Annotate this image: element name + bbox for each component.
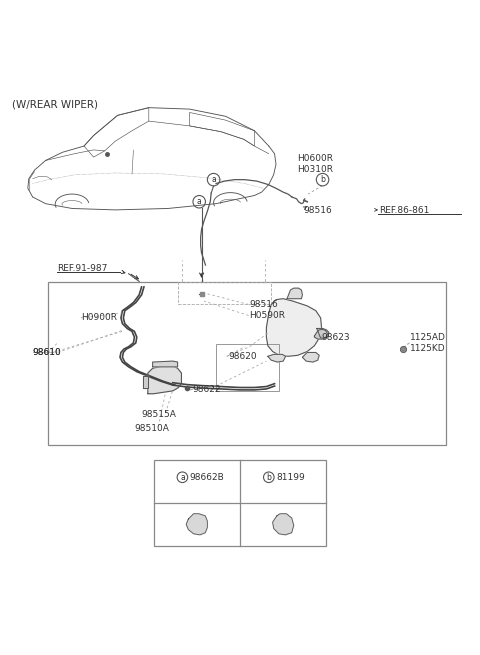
Polygon shape — [143, 375, 148, 388]
Text: 98515A: 98515A — [142, 411, 177, 419]
Text: H0600R
H0310R: H0600R H0310R — [297, 154, 333, 174]
Text: H0900R: H0900R — [82, 313, 118, 322]
Polygon shape — [314, 329, 327, 339]
Text: 98622: 98622 — [192, 385, 220, 394]
Text: 98623: 98623 — [322, 333, 350, 342]
Polygon shape — [268, 354, 286, 362]
Text: REF.91-987: REF.91-987 — [57, 265, 107, 273]
Text: REF.86-861: REF.86-861 — [379, 206, 430, 215]
Text: 98516: 98516 — [303, 206, 332, 215]
Text: 98510A: 98510A — [134, 424, 169, 433]
Text: a: a — [211, 175, 216, 184]
Polygon shape — [317, 328, 329, 338]
Text: 98662B: 98662B — [190, 473, 224, 482]
Text: 98620: 98620 — [228, 352, 257, 361]
Text: a: a — [197, 197, 202, 206]
Bar — [178, 282, 271, 305]
Text: 81199: 81199 — [276, 473, 305, 482]
Polygon shape — [302, 352, 319, 362]
Text: 98610: 98610 — [33, 348, 61, 357]
Bar — [48, 282, 446, 445]
Text: a: a — [180, 473, 185, 482]
Text: (W/REAR WIPER): (W/REAR WIPER) — [12, 100, 98, 109]
Text: b: b — [266, 473, 271, 482]
Polygon shape — [148, 366, 181, 394]
Polygon shape — [273, 514, 294, 535]
Polygon shape — [153, 361, 178, 367]
Bar — [154, 460, 326, 546]
Polygon shape — [287, 288, 302, 299]
Text: 98516: 98516 — [250, 300, 278, 309]
Text: 98610: 98610 — [33, 348, 61, 357]
Text: 1125AD
1125KD: 1125AD 1125KD — [410, 333, 446, 353]
Bar — [216, 344, 279, 391]
Text: H0590R: H0590R — [250, 311, 286, 320]
Text: b: b — [320, 175, 325, 184]
Polygon shape — [266, 299, 322, 356]
Polygon shape — [186, 514, 207, 535]
